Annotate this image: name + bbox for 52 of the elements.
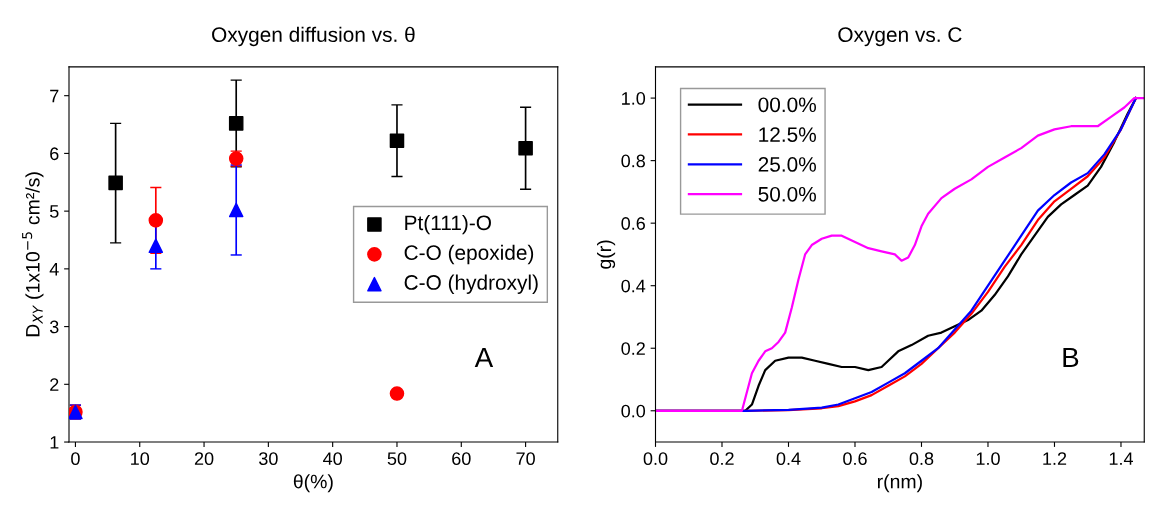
y-tick-label: 2 [50, 378, 59, 391]
y-tick-label: 1 [50, 436, 59, 449]
x-tick-label: 0 [71, 452, 80, 466]
y-axis-title: g(r) [597, 240, 616, 269]
x-tick-label: 20 [194, 452, 214, 466]
x-tick-label: 10 [131, 452, 150, 466]
y-tick-label: 0.2 [621, 342, 645, 355]
x-tick-label: 30 [259, 452, 278, 466]
point [148, 213, 164, 228]
x-tick-label: 0.8 [909, 452, 934, 466]
legend-label: 50.0% [758, 186, 816, 202]
x-tick-label: 50 [387, 452, 407, 466]
legend-label: 00.0% [758, 97, 816, 113]
y-tick-label: 5 [49, 205, 59, 218]
legend-label: Pt(111)-O [405, 214, 491, 235]
annotation: A [474, 347, 494, 367]
y-tick-label: 0.0 [621, 404, 646, 418]
point [148, 238, 164, 254]
y-tick-label: 7 [50, 89, 59, 103]
point [228, 202, 244, 218]
legend-label: C-O (hydroxyl) [404, 274, 538, 294]
y-tick-label: 1.0 [622, 92, 646, 105]
y-tick-label: 0.4 [621, 279, 646, 293]
point [228, 116, 244, 131]
x-tick-label: 0.2 [710, 452, 734, 466]
annotation: B [1063, 347, 1079, 367]
y-tick-label: 6 [50, 147, 59, 161]
x-tick-label: 60 [452, 452, 471, 466]
x-tick-label: 0.6 [843, 452, 867, 466]
point [389, 386, 405, 401]
chart-title: Oxygen vs. C [838, 27, 962, 47]
x-tick-label: 70 [516, 452, 535, 466]
legend-label: C-O (epoxide) [404, 244, 534, 265]
x-axis-title: r(nm) [877, 474, 922, 493]
point [108, 175, 123, 191]
chart-title: Oxygen diffusion vs. θ [212, 26, 415, 47]
x-tick-label: 1.0 [976, 452, 1000, 466]
y-tick-label: 4 [49, 262, 59, 276]
legend-label: 25.0% [758, 157, 816, 172]
x-tick-label: 1.2 [1043, 452, 1067, 465]
y-axis-title: D$_{XY}$ (1x10$^{−5}$ cm²/s) [22, 172, 44, 337]
x-axis-title: θ(%) [293, 474, 333, 493]
y-tick-label: 3 [49, 320, 59, 334]
x-tick-label: 0.4 [776, 452, 801, 466]
x-tick-label: 1.4 [1109, 452, 1133, 465]
y-tick-label: 0.6 [621, 217, 645, 230]
legend-label: 12.5% [759, 127, 816, 142]
x-tick-label: 0.0 [643, 452, 668, 466]
y-tick-label: 0.8 [621, 154, 645, 168]
x-tick-label: 40 [323, 452, 342, 466]
point [518, 140, 533, 156]
point [389, 133, 405, 148]
